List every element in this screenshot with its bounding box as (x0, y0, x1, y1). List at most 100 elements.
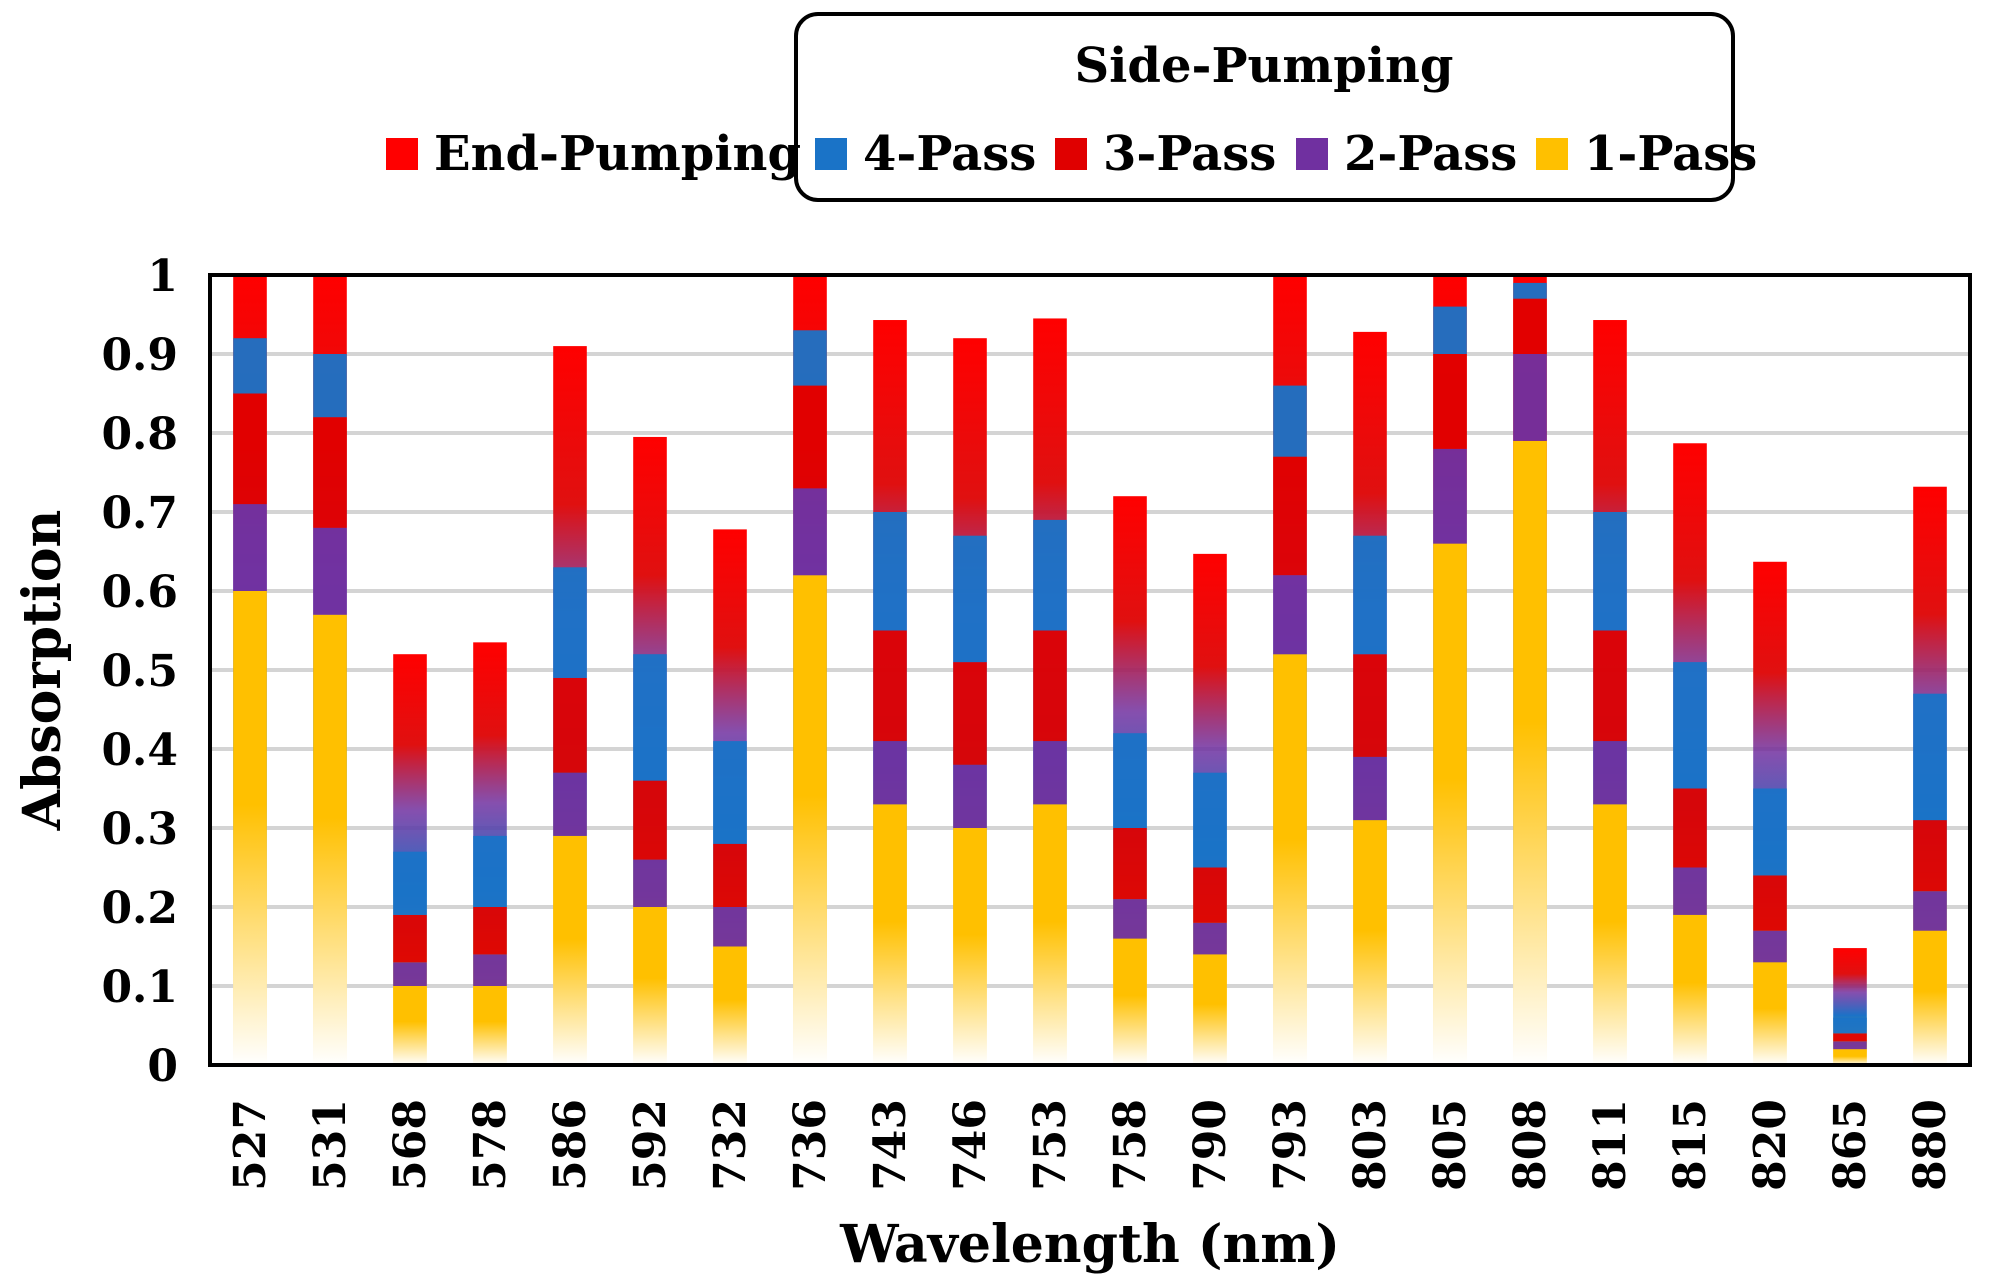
bar-1-pass (633, 907, 667, 1065)
bar-1-pass (1193, 954, 1227, 1065)
bar-3-pass (473, 907, 507, 955)
x-tick-labels: 527 531 568 578 586 592 732 736 743 746 753 758 790 7… (225, 1099, 1956, 1191)
bar-4-pass (393, 851, 427, 915)
bar-4-pass (873, 512, 907, 631)
bar-4-pass (1433, 306, 1467, 354)
bar-1-pass (793, 575, 827, 1065)
y-tick-label: 1 (147, 251, 178, 302)
x-tick-label: 531 (305, 1099, 356, 1191)
x-tick-label: 811 (1585, 1099, 1636, 1191)
bar-3-pass (873, 630, 907, 742)
x-tick-label: 808 (1505, 1099, 1556, 1191)
bar-3-pass (553, 677, 587, 773)
legend-swatch (815, 138, 847, 170)
bar-2-pass (1193, 922, 1227, 955)
bar-3-pass (1113, 828, 1147, 900)
y-tick-label: 0.5 (101, 646, 178, 697)
bar-3-pass (793, 385, 827, 489)
bar-2-pass (313, 527, 347, 615)
x-tick-label: 803 (1345, 1099, 1396, 1191)
x-tick-label: 578 (465, 1099, 516, 1191)
x-tick-label: 820 (1745, 1099, 1796, 1191)
bar-1-pass (1913, 930, 1947, 1065)
x-tick-label: 732 (705, 1099, 756, 1191)
bar-2-pass (1433, 448, 1467, 544)
bar-3-pass (953, 662, 987, 765)
bar-1-pass (1433, 543, 1467, 1065)
y-tick-label: 0.8 (101, 409, 178, 460)
bar-2-pass (713, 907, 747, 947)
bar-1-pass (953, 828, 987, 1065)
bar-4-pass (553, 567, 587, 678)
bar-4-pass (713, 741, 747, 844)
bar-4-pass (1273, 385, 1307, 457)
legend-label: 4-Pass (863, 126, 1036, 182)
bar-4-pass (1113, 733, 1147, 828)
bar-2-pass (233, 504, 267, 591)
bar-2-pass (873, 741, 907, 805)
x-tick-label: 753 (1025, 1099, 1076, 1191)
bar-2-pass (1113, 899, 1147, 939)
legend-swatch (1055, 138, 1087, 170)
bar-4-pass (1673, 662, 1707, 789)
x-tick-label: 790 (1185, 1099, 1236, 1191)
bar-3-pass (313, 417, 347, 528)
bars (233, 275, 1947, 1066)
bar-3-pass (1593, 630, 1627, 742)
bar-4-pass (1833, 1017, 1867, 1034)
legend-label: 2-Pass (1344, 126, 1517, 182)
legend-label: 3-Pass (1103, 126, 1276, 182)
y-tick-label: 0.3 (101, 804, 178, 855)
bar-3-pass (713, 843, 747, 907)
bar-4-pass (1753, 788, 1787, 876)
bar-1-pass (1833, 1049, 1867, 1065)
bar-1-pass (1353, 820, 1387, 1065)
bar-2-pass (1033, 741, 1067, 805)
bar-3-pass (1033, 630, 1067, 742)
bar-1-pass (473, 986, 507, 1065)
bar-1-pass (713, 946, 747, 1065)
bar-1-pass (233, 591, 267, 1065)
x-tick-label: 880 (1905, 1099, 1956, 1191)
bar-1-pass (1673, 914, 1707, 1065)
x-tick-label: 586 (545, 1099, 596, 1191)
y-tick-label: 0.4 (101, 725, 178, 776)
bar-3-pass (633, 780, 667, 860)
y-tick-label: 0.6 (101, 567, 178, 618)
y-tick-label: 0.2 (101, 883, 178, 934)
plot-area-frame (208, 273, 1972, 1067)
bar-1-pass (1753, 962, 1787, 1065)
bar-2-pass (393, 962, 427, 986)
bar-2-pass (473, 954, 507, 986)
legend-item-4-pass: 4-Pass (815, 126, 1036, 182)
y-tick-label: 0.9 (101, 330, 178, 381)
x-tick-label: 592 (625, 1099, 676, 1191)
bar-4-pass (1513, 282, 1547, 299)
x-tick-label: 743 (865, 1099, 916, 1191)
bar-4-pass (473, 835, 507, 907)
bar-3-pass (1433, 354, 1467, 449)
bar-3-pass (1833, 1033, 1867, 1042)
bar-4-pass (633, 654, 667, 781)
x-tick-label: 568 (385, 1099, 436, 1191)
bar-3-pass (1753, 875, 1787, 931)
bar-1-pass (873, 804, 907, 1065)
bar-2-pass (953, 764, 987, 828)
bar-4-pass (1353, 535, 1387, 655)
bar-1-pass (553, 835, 587, 1065)
bar-1-pass (313, 614, 347, 1065)
y-tick-labels: 0 0.1 0.2 0.3 0.4 0.5 0.6 0.7 0.8 0.9 1 (101, 251, 178, 1092)
y-tick-label: 0.7 (101, 488, 178, 539)
bar-4-pass (1913, 693, 1947, 821)
x-tick-label: 746 (945, 1099, 996, 1191)
bar-4-pass (1193, 772, 1227, 868)
bar-1-pass (1273, 654, 1307, 1065)
bar-2-pass (1513, 354, 1547, 441)
bar-2-pass (1273, 575, 1307, 655)
legend-item-1-pass: 1-Pass (1536, 126, 1757, 182)
bar-4-pass (1593, 512, 1627, 631)
bar-3-pass (1913, 820, 1947, 892)
bar-1-pass (1113, 938, 1147, 1065)
bar-2-pass (633, 859, 667, 907)
bar-3-pass (1673, 788, 1707, 868)
